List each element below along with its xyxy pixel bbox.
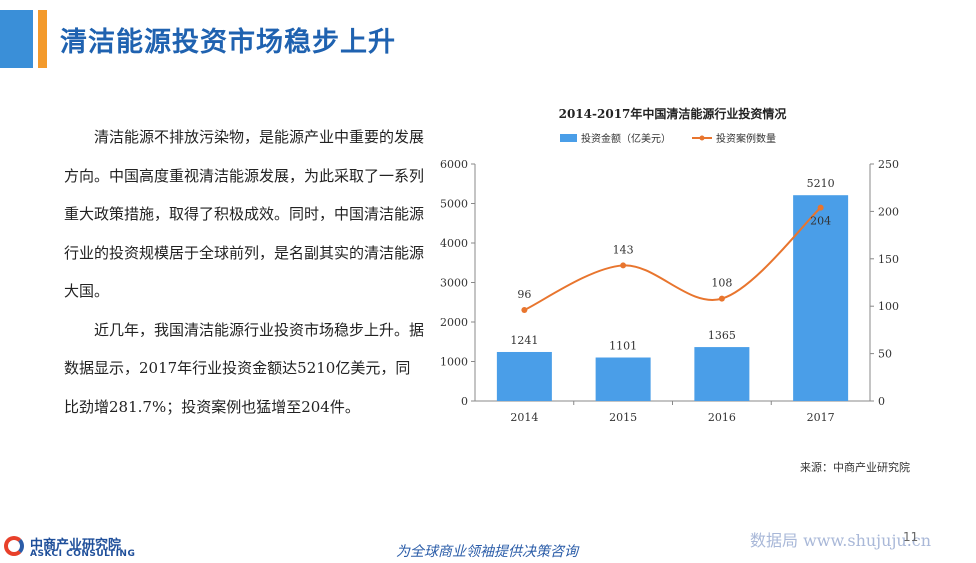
y-right-tick-label: 0 — [878, 395, 885, 408]
y-right-tick-label: 50 — [878, 348, 892, 361]
logo-mark-icon — [4, 536, 24, 556]
line-point-2016 — [718, 295, 725, 302]
y-left-tick-label: 5000 — [440, 198, 468, 211]
bar-value-label: 1241 — [510, 334, 538, 347]
bar-value-label: 5210 — [807, 177, 835, 190]
y-right-tick-label: 200 — [878, 205, 899, 218]
source-note: 来源：中商产业研究院 — [800, 461, 910, 474]
page-number: 11 — [903, 530, 919, 544]
line-point-2017 — [817, 204, 824, 211]
x-tick-label: 2017 — [807, 411, 835, 424]
x-tick-label: 2014 — [510, 411, 538, 424]
y-right-tick-label: 250 — [878, 158, 899, 171]
line-point-2015 — [620, 262, 627, 269]
investment-chart: 2014-2017年中国清洁能源行业投资情况投资金额（亿美元） 投资案例数量 0 10… — [430, 100, 930, 430]
legend-label-bar: 投资金额（亿美元） — [581, 132, 671, 145]
bar-2017 — [793, 195, 849, 401]
bar-2014 — [496, 351, 552, 401]
y-left-tick-label: 1000 — [440, 356, 468, 369]
y-left-tick-label: 4000 — [440, 237, 468, 250]
page-title: 清洁能源投资市场稳步上升 — [60, 27, 396, 58]
y-right-tick-label: 100 — [878, 300, 899, 313]
x-tick-label: 2015 — [609, 411, 637, 424]
y-left-tick-label: 2000 — [440, 316, 468, 329]
line-point-2014 — [521, 306, 528, 313]
chart-title: 2014-2017年中国清洁能源行业投资情况 — [559, 106, 787, 121]
body-text: 清洁能源不排放污染物，是能源产业中重要的发展方向。中国高度重视清洁能源发展，为此… — [64, 118, 424, 426]
bar-value-label: 1101 — [609, 340, 637, 353]
y-left-tick-label: 3000 — [440, 277, 468, 290]
header-accent-blue — [0, 10, 33, 68]
y-left-tick-label: 0 — [461, 395, 468, 408]
line-value-label: 204 — [810, 215, 831, 228]
company-logo: 中商产业研究院 ASKCI CONSULTING — [2, 533, 142, 561]
legend-label-line: 投资案例数量 — [716, 132, 776, 145]
logo-text-en: ASKCI CONSULTING — [30, 549, 136, 559]
x-tick-label: 2016 — [708, 411, 736, 424]
line-value-label: 108 — [711, 277, 732, 290]
y-right-tick-label: 150 — [878, 253, 899, 266]
header-accent-orange — [38, 10, 47, 68]
bar-2015 — [595, 357, 651, 401]
paragraph-1: 清洁能源不排放污染物，是能源产业中重要的发展方向。中国高度重视清洁能源发展，为此… — [64, 128, 425, 300]
legend-swatch-bar — [560, 134, 577, 142]
footer-slogan: 为全球商业领袖提供决策咨询 — [396, 544, 578, 560]
paragraph-2: 近几年，我国清洁能源行业投资市场稳步上升。据数据显示，2017年行业投资金额达5… — [64, 320, 425, 416]
line-value-label: 96 — [517, 288, 531, 301]
watermark: 数据局 www.shujuju.cn — [750, 531, 932, 550]
line-value-label: 143 — [613, 243, 634, 256]
legend-marker-line — [699, 135, 705, 141]
y-left-tick-label: 6000 — [440, 158, 468, 171]
logo-text-cn: 中商产业研究院 — [30, 538, 122, 553]
bar-value-label: 1365 — [708, 329, 736, 342]
bar-2016 — [694, 347, 750, 401]
line-series-cases — [523, 206, 822, 311]
